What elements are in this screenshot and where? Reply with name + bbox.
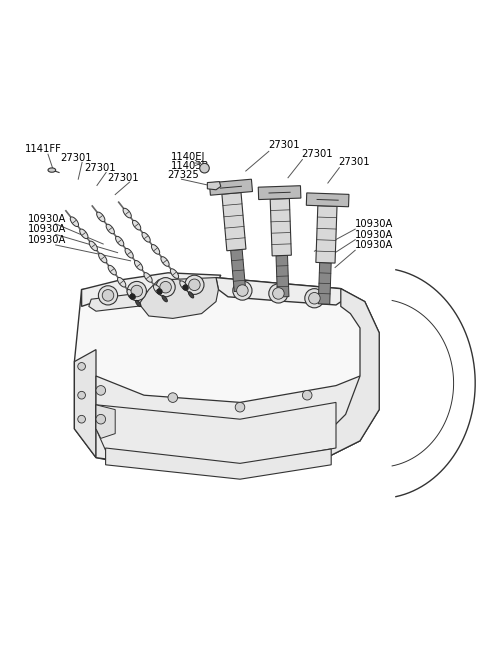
Ellipse shape xyxy=(180,281,188,291)
Text: 10930A: 10930A xyxy=(355,230,394,239)
Polygon shape xyxy=(96,376,360,472)
Circle shape xyxy=(96,386,106,395)
Ellipse shape xyxy=(89,241,97,251)
Ellipse shape xyxy=(127,289,135,299)
Polygon shape xyxy=(306,193,349,207)
Circle shape xyxy=(200,163,209,173)
Circle shape xyxy=(102,289,114,301)
Polygon shape xyxy=(74,277,379,472)
Ellipse shape xyxy=(162,295,168,302)
Circle shape xyxy=(127,281,146,300)
Ellipse shape xyxy=(125,249,133,258)
Text: 11403B: 11403B xyxy=(170,161,209,171)
Ellipse shape xyxy=(123,208,132,218)
Circle shape xyxy=(189,279,200,291)
Ellipse shape xyxy=(188,292,194,298)
Circle shape xyxy=(78,363,85,370)
Circle shape xyxy=(235,402,245,412)
Text: 27301: 27301 xyxy=(108,173,139,183)
Circle shape xyxy=(273,288,284,299)
Circle shape xyxy=(78,392,85,399)
Circle shape xyxy=(168,393,178,402)
Ellipse shape xyxy=(170,269,179,278)
Ellipse shape xyxy=(142,232,150,242)
Polygon shape xyxy=(96,402,336,465)
Circle shape xyxy=(302,390,312,400)
Ellipse shape xyxy=(48,168,56,173)
Text: 27301: 27301 xyxy=(60,154,92,163)
Ellipse shape xyxy=(144,273,152,282)
Polygon shape xyxy=(89,289,209,311)
Ellipse shape xyxy=(118,277,126,287)
Circle shape xyxy=(96,415,106,424)
Circle shape xyxy=(98,286,118,305)
Text: 10930A: 10930A xyxy=(355,240,394,250)
Text: 10930A: 10930A xyxy=(28,224,66,234)
Circle shape xyxy=(305,289,324,308)
Text: 27325: 27325 xyxy=(167,170,199,180)
Polygon shape xyxy=(316,206,337,263)
Ellipse shape xyxy=(96,212,105,222)
Ellipse shape xyxy=(80,229,88,239)
Polygon shape xyxy=(276,255,289,297)
Circle shape xyxy=(78,415,85,423)
Text: 10930A: 10930A xyxy=(28,235,66,245)
Ellipse shape xyxy=(154,285,162,295)
Ellipse shape xyxy=(161,256,169,266)
Text: 27301: 27301 xyxy=(338,157,370,167)
Polygon shape xyxy=(270,199,291,256)
Text: 27301: 27301 xyxy=(301,148,333,159)
Polygon shape xyxy=(139,277,218,318)
Ellipse shape xyxy=(132,220,141,230)
Text: 27301: 27301 xyxy=(84,163,116,173)
Circle shape xyxy=(233,281,252,300)
Polygon shape xyxy=(106,448,331,479)
Circle shape xyxy=(156,277,175,297)
Circle shape xyxy=(269,284,288,303)
Circle shape xyxy=(185,276,204,295)
Text: 10930A: 10930A xyxy=(355,219,394,229)
Polygon shape xyxy=(231,249,246,291)
Text: 10930A: 10930A xyxy=(28,214,66,224)
Ellipse shape xyxy=(106,224,114,234)
Ellipse shape xyxy=(134,260,143,270)
Circle shape xyxy=(237,285,248,297)
Ellipse shape xyxy=(116,236,124,246)
Ellipse shape xyxy=(70,217,79,226)
Polygon shape xyxy=(326,289,379,458)
Polygon shape xyxy=(82,273,221,306)
Polygon shape xyxy=(318,262,331,304)
Circle shape xyxy=(131,285,143,297)
Polygon shape xyxy=(209,179,252,195)
Text: 1140EJ: 1140EJ xyxy=(170,152,205,162)
Polygon shape xyxy=(258,186,301,199)
Circle shape xyxy=(160,281,171,293)
Polygon shape xyxy=(207,182,221,190)
Polygon shape xyxy=(222,193,246,251)
Polygon shape xyxy=(216,277,350,305)
Polygon shape xyxy=(74,350,96,458)
Ellipse shape xyxy=(98,253,107,263)
Text: 27301: 27301 xyxy=(268,140,300,150)
Ellipse shape xyxy=(151,245,160,255)
Polygon shape xyxy=(96,405,115,438)
Ellipse shape xyxy=(108,265,116,275)
Ellipse shape xyxy=(135,300,141,307)
Circle shape xyxy=(309,293,320,304)
Text: 1141FF: 1141FF xyxy=(25,144,62,154)
